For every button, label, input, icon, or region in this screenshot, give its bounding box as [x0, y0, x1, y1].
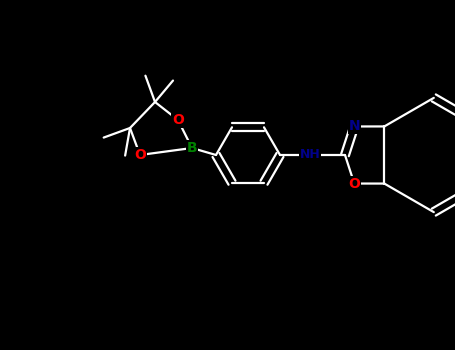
Text: O: O [172, 113, 184, 127]
Text: N: N [349, 119, 360, 133]
Text: O: O [349, 176, 360, 190]
Text: B: B [187, 141, 197, 155]
Text: NH: NH [300, 148, 320, 161]
Text: O: O [134, 148, 146, 162]
